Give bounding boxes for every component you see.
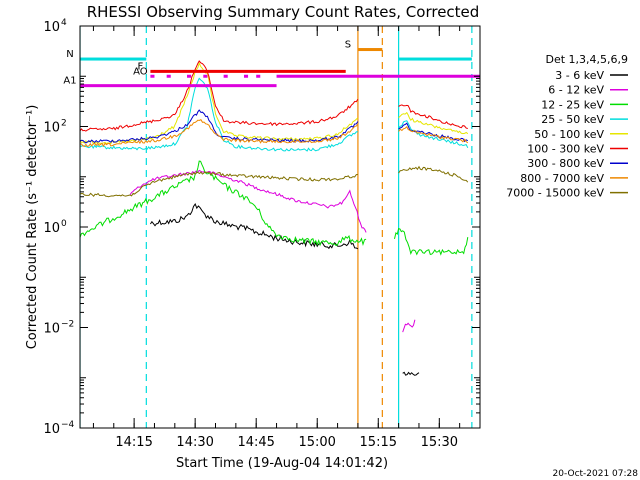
y-tick-label-3: 10 (43, 121, 60, 136)
legend-entry-8: 7000 - 15000 keV (506, 187, 604, 200)
legend-entry-5: 100 - 300 keV (527, 143, 604, 156)
flag-bar-2-7 (276, 74, 480, 78)
legend-entry-2: 12 - 25 keV (541, 98, 604, 111)
flag-bar-2-2 (187, 74, 192, 78)
series-line-after-gap-8 (398, 165, 469, 183)
y-tick-label-1: 10 (43, 322, 60, 337)
flag-bar-3-0 (80, 84, 277, 88)
legend-entry-6: 300 - 800 keV (527, 157, 604, 170)
series-line-after-gap-0 (402, 371, 420, 376)
footer-date: 20-Oct-2021 07:28 (553, 469, 639, 479)
series-line-after-gap-5 (398, 104, 468, 129)
flag-bar-0-1 (398, 57, 472, 61)
series-line-5 (80, 60, 359, 132)
legend-entry-1: 6 - 12 keV (548, 84, 604, 97)
series-line-after-gap-2 (394, 227, 469, 256)
flag-bar-0-0 (80, 57, 147, 61)
y-tick-label-4: 10 (43, 20, 60, 35)
series-line-after-gap-4 (398, 111, 469, 135)
flag-bar-2-6 (256, 74, 261, 78)
x-tick-label-0: 14:15 (115, 435, 152, 450)
y-tick-exponent-0: −4 (61, 420, 75, 430)
legend-entry-7: 800 - 7000 keV (520, 172, 604, 185)
y-tick-exponent-3: 2 (61, 119, 67, 129)
x-tick-label-2: 14:45 (237, 435, 274, 450)
flag-bar-4-0 (357, 48, 383, 52)
y-tick-exponent-2: 0 (61, 219, 67, 229)
legend-title: Det 1,3,4,5,6,9 (545, 53, 628, 66)
series-line-0 (149, 203, 359, 250)
legend-entry-0: 3 - 6 keV (555, 69, 604, 82)
y-axis-label: Corrected Count Rate (s⁻¹ detector⁻¹) (25, 105, 40, 350)
flag-label-0: N (66, 49, 73, 60)
series-line-2 (80, 160, 367, 247)
y-tick-label-2: 10 (43, 221, 60, 236)
legend-entry-4: 50 - 100 keV (534, 128, 604, 141)
flag-label-1: F (138, 61, 144, 72)
series-line-1 (129, 169, 367, 233)
x-tick-label-3: 15:00 (298, 435, 335, 450)
x-tick-label-5: 15:30 (421, 435, 458, 450)
flag-label-4: S (345, 40, 351, 51)
series-line-after-gap-3 (398, 120, 469, 149)
series-line-7 (80, 119, 359, 148)
flag-bar-2-0 (150, 74, 155, 78)
flag-bar-2-1 (166, 74, 171, 78)
flag-bar-2-4 (223, 74, 228, 78)
series-line-after-gap-6 (398, 122, 469, 143)
flag-label-3: A1 (63, 76, 76, 87)
x-tick-label-1: 14:30 (176, 435, 213, 450)
series-line-8 (80, 171, 358, 198)
series-line-after-gap-1 (402, 319, 416, 333)
x-axis-label: Start Time (19-Aug-04 14:01:42) (176, 456, 388, 471)
flag-bar-2-3 (203, 74, 208, 78)
series-line-after-gap-7 (398, 125, 469, 144)
x-tick-label-4: 15:15 (360, 435, 397, 450)
y-tick-exponent-1: −2 (61, 320, 74, 330)
legend-entry-3: 25 - 50 keV (541, 113, 604, 126)
flag-bar-2-5 (243, 74, 249, 78)
flag-bar-1-0 (150, 69, 346, 73)
y-tick-label-0: 10 (43, 422, 60, 437)
chart-title: RHESSI Observing Summary Count Rates, Co… (87, 3, 480, 21)
series-line-3 (80, 77, 358, 152)
y-tick-exponent-4: 4 (61, 18, 67, 28)
flag-label-2: AO (133, 66, 148, 77)
